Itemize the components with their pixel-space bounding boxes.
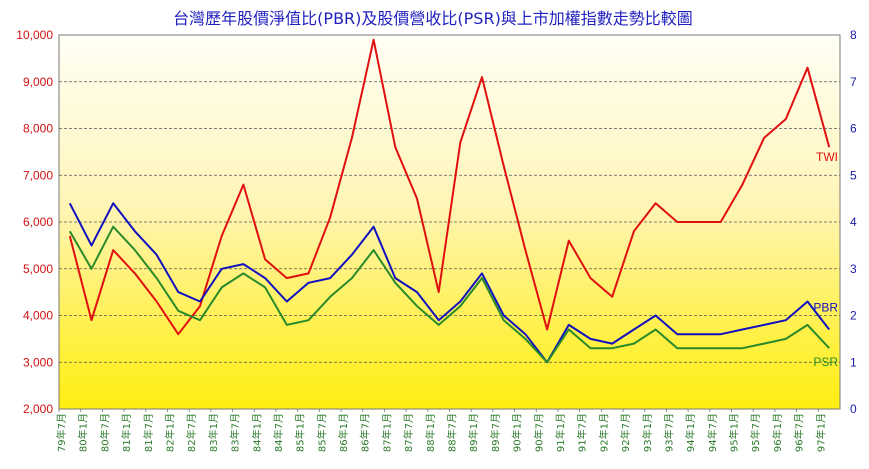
left-tick-label: 3,000 — [23, 355, 53, 369]
left-tick-label: 5,000 — [23, 262, 53, 276]
x-tick-label: 82年1月 — [163, 413, 176, 452]
right-tick-label: 3 — [850, 262, 857, 276]
right-axis-ticks: 8 7 6 5 4 3 2 1 0 — [850, 28, 857, 416]
x-tick-label: 81年1月 — [120, 413, 133, 452]
x-axis-ticks: 79年7月 80年1月 80年7月 81年1月 81年7月 82年1月 82年7月 83年1月… — [55, 409, 827, 452]
series-lines — [68, 38, 831, 364]
x-tick-label: 87年1月 — [380, 413, 393, 452]
left-tick-label: 4,000 — [23, 309, 53, 323]
x-tick-label: 95年7月 — [749, 413, 762, 452]
series-line-pbr — [68, 202, 830, 364]
x-tick-label: 91年7月 — [576, 413, 589, 452]
right-tick-label: 0 — [850, 402, 857, 416]
x-tick-label: 93年1月 — [641, 413, 654, 452]
left-tick-label: 10,000 — [16, 28, 53, 42]
left-tick-label: 6,000 — [23, 215, 53, 229]
chart-title: 台灣歷年股價淨值比(PBR)及股價營收比(PSR)與上市加權指數走勢比較圖 — [173, 9, 693, 28]
x-tick-label: 96年1月 — [771, 413, 784, 452]
series-label-twi: TWI — [816, 150, 838, 164]
series-label-pbr: PBR — [813, 301, 838, 315]
x-tick-label: 88年7月 — [446, 413, 459, 452]
x-tick-label: 80年1月 — [77, 413, 90, 452]
x-tick-label: 89年7月 — [489, 413, 502, 452]
right-tick-label: 8 — [850, 28, 857, 42]
x-tick-label: 85年1月 — [294, 413, 307, 452]
x-tick-label: 93年7月 — [662, 413, 675, 452]
x-tick-label: 83年1月 — [207, 413, 220, 452]
x-tick-label: 82年7月 — [185, 413, 198, 452]
series-line-psr — [68, 225, 830, 364]
x-tick-label: 87年7月 — [402, 413, 415, 452]
x-tick-label: 90年1月 — [511, 413, 524, 452]
x-tick-label: 84年1月 — [250, 413, 263, 452]
right-tick-label: 5 — [850, 168, 857, 182]
x-tick-label: 92年1月 — [597, 413, 610, 452]
left-tick-label: 7,000 — [23, 168, 53, 182]
right-tick-label: 6 — [850, 122, 857, 136]
x-tick-label: 88年1月 — [424, 413, 437, 452]
x-tick-label: 80年7月 — [98, 413, 111, 452]
x-tick-label: 85年7月 — [315, 413, 328, 452]
right-tick-label: 7 — [850, 75, 857, 89]
left-tick-label: 2,000 — [23, 402, 53, 416]
right-tick-label: 2 — [850, 309, 857, 323]
series-line-twi — [68, 38, 831, 336]
x-tick-label: 81年7月 — [142, 413, 155, 452]
x-tick-label: 79年7月 — [55, 413, 68, 452]
x-tick-label: 94年7月 — [706, 413, 719, 452]
x-tick-label: 97年1月 — [814, 413, 827, 452]
x-tick-label: 96年7月 — [793, 413, 806, 452]
right-tick-label: 1 — [850, 355, 857, 369]
x-tick-label: 83年7月 — [229, 413, 242, 452]
x-tick-label: 86年1月 — [337, 413, 350, 452]
x-tick-label: 86年7月 — [359, 413, 372, 452]
x-tick-label: 90年7月 — [532, 413, 545, 452]
x-tick-label: 95年1月 — [728, 413, 741, 452]
x-tick-label: 94年1月 — [684, 413, 697, 452]
x-tick-label: 92年7月 — [619, 413, 632, 452]
left-tick-label: 9,000 — [23, 75, 53, 89]
left-axis-ticks: 10,000 9,000 8,000 7,000 6,000 5,000 4,000 3,00… — [16, 28, 53, 416]
right-tick-label: 4 — [850, 215, 857, 229]
left-tick-label: 8,000 — [23, 122, 53, 136]
x-tick-label: 91年1月 — [554, 413, 567, 452]
x-tick-label: 89年1月 — [467, 413, 480, 452]
series-labels: TWI PBR PSR — [813, 150, 838, 369]
x-tick-label: 84年7月 — [272, 413, 285, 452]
series-label-psr: PSR — [813, 355, 838, 369]
